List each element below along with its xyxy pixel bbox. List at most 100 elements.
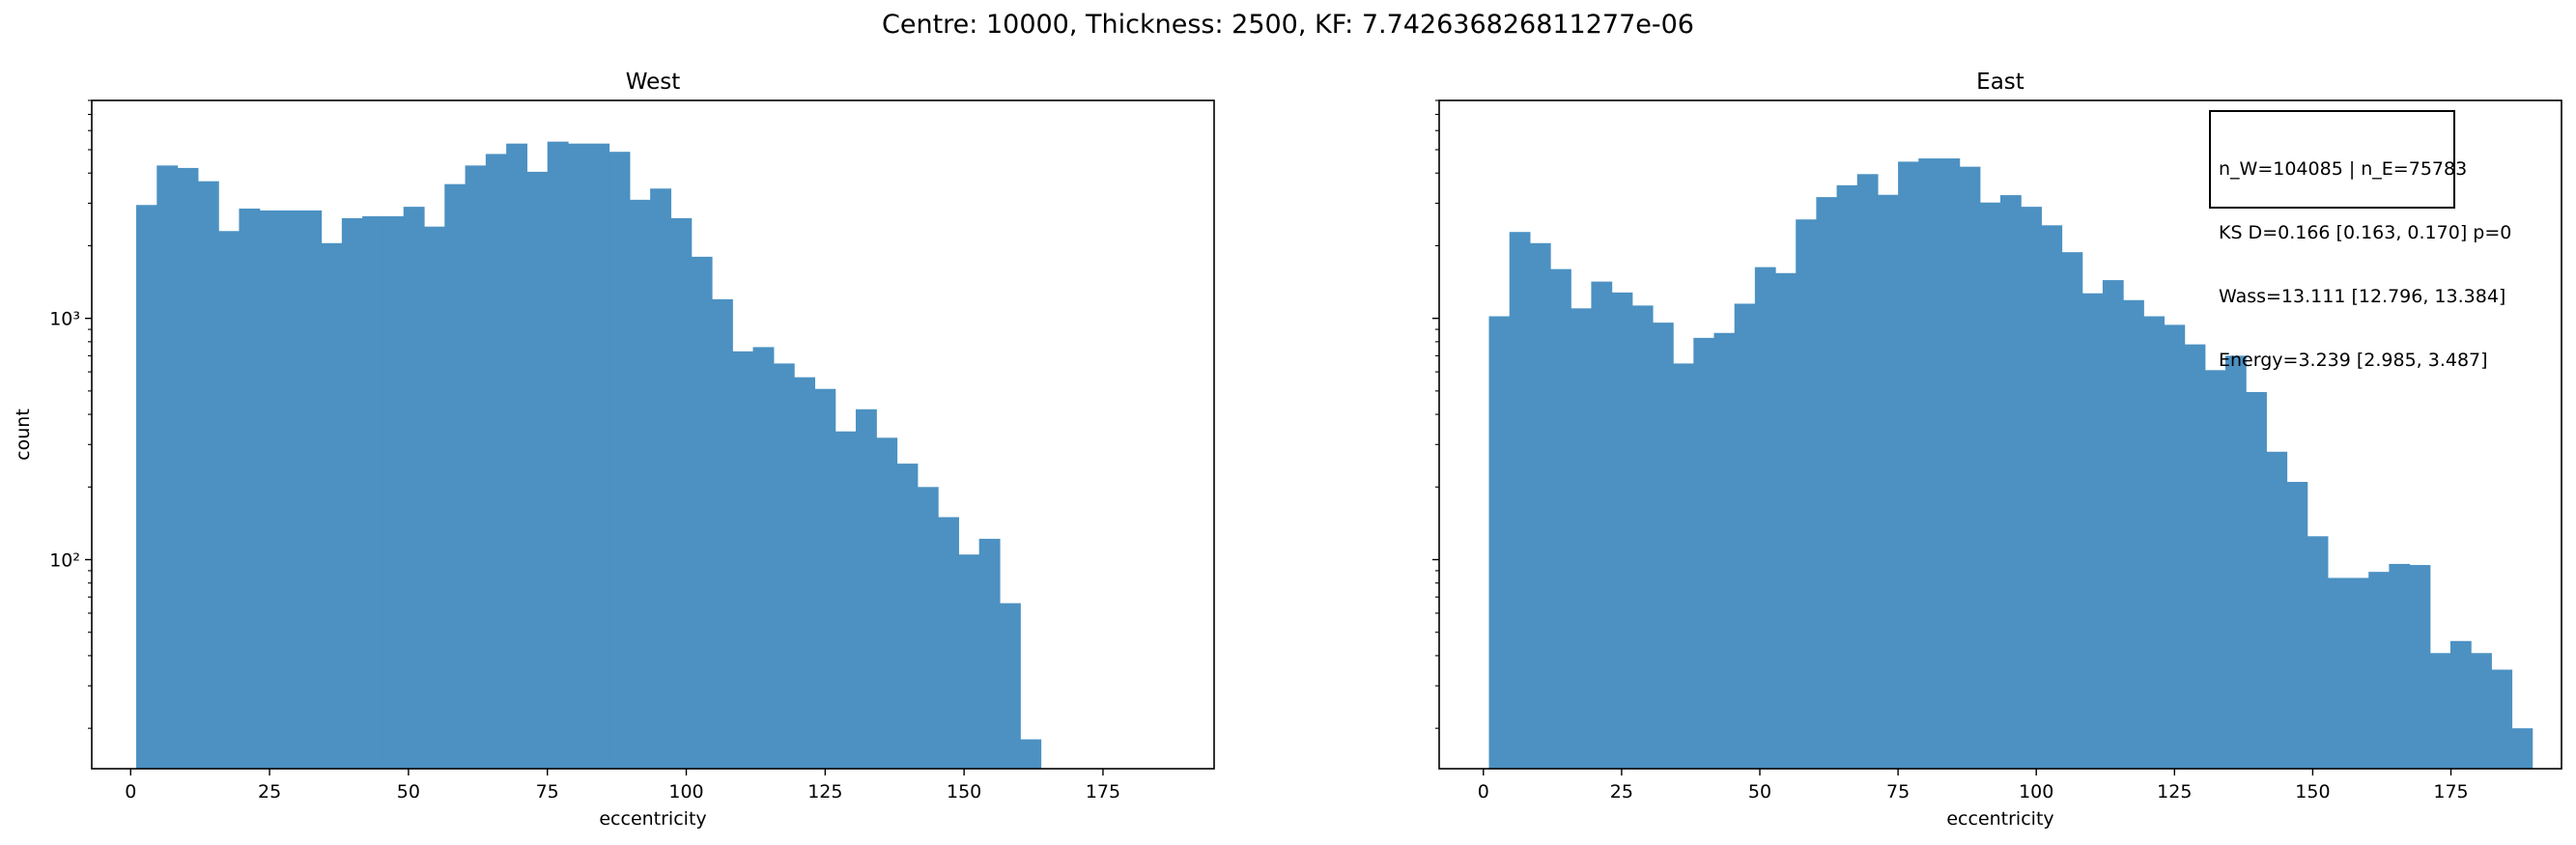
panel-east-bar xyxy=(2000,195,2022,769)
panel-east-bar xyxy=(2041,225,2063,770)
panel-west-title: West xyxy=(626,70,681,95)
panel-west-bar xyxy=(239,208,261,769)
panel-east-bar xyxy=(1631,305,1654,769)
panel-west-x-tick-label: 150 xyxy=(947,781,981,803)
panel-east-bar xyxy=(2491,669,2513,769)
panel-west-x-axis-label: eccentricity xyxy=(599,808,706,830)
panel-west-bar xyxy=(485,154,507,769)
panel-east-bar xyxy=(2266,451,2288,769)
panel-east-bar xyxy=(1856,174,1879,770)
panel-east-bar xyxy=(2021,207,2042,769)
panel-west-bar xyxy=(526,171,549,769)
panel-west-x-tick-label: 50 xyxy=(397,781,420,803)
panel-east-x-tick-label: 0 xyxy=(1478,781,1489,803)
panel-east-bar xyxy=(2061,252,2083,769)
panel-west-y-axis-label: count xyxy=(13,408,34,461)
panel-west-x-tick-label: 100 xyxy=(668,781,703,803)
stats-wasserstein: Wass=13.111 [12.796, 13.384] xyxy=(2219,286,2506,307)
panel-west-axes-frame xyxy=(91,99,1215,770)
panel-east-bar xyxy=(1693,337,1715,769)
panel-west-bar xyxy=(732,351,754,769)
panel-east-bar xyxy=(1488,316,1511,769)
panel-west: 0 25 50 75 100 125 150 175 10² 10³ West eccentricit… xyxy=(13,70,1215,830)
panel-east-bar xyxy=(1673,363,1694,769)
panel-west-bar xyxy=(876,437,898,769)
panel-east-x-tick-label: 75 xyxy=(1886,781,1910,803)
panel-east-bar xyxy=(1796,219,1817,770)
panel-west-bar xyxy=(280,210,301,769)
panel-west-bar xyxy=(444,183,467,769)
panel-east-bar xyxy=(2184,344,2206,769)
panel-west-bar xyxy=(978,538,1001,769)
panel-west-bar xyxy=(1020,739,1042,769)
panel-west-bar xyxy=(136,205,157,769)
panel-east-bar xyxy=(2164,324,2186,769)
panel-east-bar xyxy=(1898,161,1919,769)
panel-west-bar xyxy=(917,487,939,769)
panel-east-bar xyxy=(1591,281,1613,769)
panel-east-bar xyxy=(1939,158,1961,770)
panel-west-bar xyxy=(609,152,631,769)
panel-west-bar xyxy=(567,143,589,770)
panel-east-bar xyxy=(2143,316,2166,769)
panel-west-x-tick-label: 75 xyxy=(536,781,559,803)
panel-west-bar xyxy=(958,554,980,769)
panel-west-bar xyxy=(855,408,877,769)
panel-east-axes-frame xyxy=(1438,99,2562,770)
panel-west-x-tick-label: 175 xyxy=(1086,781,1120,803)
panel-west-bar xyxy=(835,431,857,769)
panel-west-bar xyxy=(156,165,179,770)
panel-east-x-tick-label: 125 xyxy=(2157,781,2192,803)
panel-west-bar xyxy=(465,165,487,770)
stats-energy: Energy=3.239 [2.985, 3.487] xyxy=(2219,350,2488,371)
panel-east-bar xyxy=(2102,280,2124,769)
panel-east-x-tick-label: 150 xyxy=(2295,781,2330,803)
panel-east-title: East xyxy=(1976,70,2024,95)
panel-east-bar xyxy=(2327,577,2349,769)
panel-west-bar xyxy=(794,377,815,769)
panel-west-y-tick-label: 10² xyxy=(49,550,80,572)
panel-west-bar xyxy=(711,298,733,769)
stats-ks: KS D=0.166 [0.163, 0.170] p=0 xyxy=(2219,222,2512,243)
panel-east-bar xyxy=(1509,232,1531,769)
panel-east-x-axis-label: eccentricity xyxy=(1946,808,2053,830)
panel-east-bar xyxy=(1529,242,1551,770)
panel-east-bar xyxy=(1550,268,1571,769)
panel-west-bar xyxy=(773,363,795,769)
panel-west-bar xyxy=(752,347,775,769)
panel-west-bar xyxy=(650,188,672,769)
panel-east-bar xyxy=(2123,299,2144,769)
panel-west-bar xyxy=(259,210,281,769)
panel-east-x-tick-label: 100 xyxy=(2019,781,2053,803)
panel-west-bar xyxy=(670,217,693,769)
panel-east-bar xyxy=(1652,323,1674,769)
panel-east-bar xyxy=(2471,653,2492,769)
panel-west-bar xyxy=(197,181,219,769)
panel-east-x-tick-label: 50 xyxy=(1748,781,1771,803)
panel-east-bar xyxy=(2348,577,2369,769)
panel-east: 0 25 50 75 100 125 150 175 East eccentricity xyxy=(1432,70,2562,830)
panel-east-bar xyxy=(2389,563,2411,769)
panel-east-bar xyxy=(1571,308,1593,769)
panel-east-bar xyxy=(2429,653,2451,769)
panel-east-bar xyxy=(2307,536,2329,769)
panel-east-x-tick-label: 175 xyxy=(2433,781,2468,803)
panel-west-bar xyxy=(938,517,959,769)
panel-east-bar xyxy=(1713,332,1736,769)
panel-west-bar xyxy=(588,143,610,770)
panel-west-y-tick-label: 10³ xyxy=(49,309,80,330)
panel-east-bar xyxy=(2409,565,2431,769)
panel-west-bar xyxy=(321,242,343,770)
panel-east-bar xyxy=(1816,197,1838,769)
panel-east-bar xyxy=(2511,728,2534,769)
panel-west-bar xyxy=(629,199,651,770)
panel-east-bar xyxy=(1775,272,1797,769)
panel-east-bar xyxy=(1979,202,2001,769)
panel-west-bar xyxy=(341,217,363,769)
panel-west-bar xyxy=(896,464,919,769)
figure-suptitle: Centre: 10000, Thickness: 2500, KF: 7.74… xyxy=(882,10,1694,40)
panel-west-bar xyxy=(547,141,569,770)
panel-west-x-tick-label: 125 xyxy=(807,781,842,803)
panel-west-bar xyxy=(382,215,405,769)
